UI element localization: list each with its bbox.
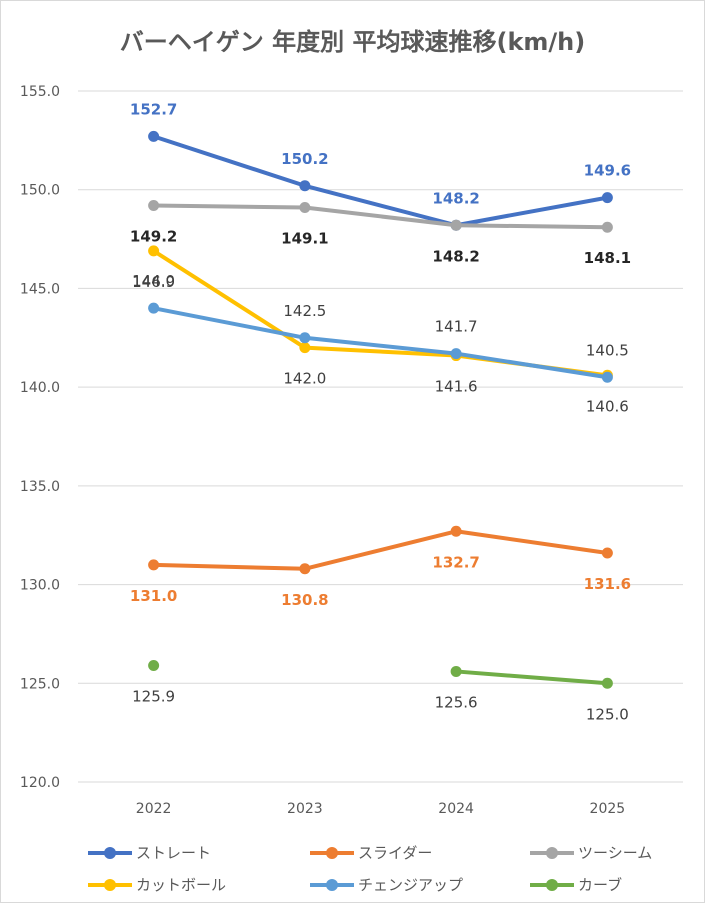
data-label: 146.9	[132, 273, 175, 291]
series-line	[302, 335, 459, 356]
data-point	[148, 245, 160, 257]
x-tick-label: 2022	[136, 801, 172, 817]
data-label: 144.0	[132, 272, 175, 290]
legend-label: カーブ	[578, 876, 623, 894]
data-point	[148, 200, 160, 212]
data-label: 125.6	[435, 693, 478, 711]
x-tick-label: 2025	[590, 801, 626, 817]
series-line	[302, 345, 459, 358]
chart-title: バーヘイゲン 年度別 平均球速推移(km/h)	[119, 28, 586, 56]
data-point	[299, 563, 311, 575]
data-label: 130.8	[281, 591, 328, 609]
series-line	[151, 306, 307, 340]
series-line	[454, 669, 610, 686]
data-label: 132.7	[432, 553, 479, 571]
legend-item: ツーシーム	[530, 842, 652, 863]
data-label: 140.5	[586, 341, 629, 359]
data-point	[148, 660, 160, 672]
data-point	[450, 525, 462, 537]
legend-swatch	[530, 846, 574, 860]
legend-swatch	[88, 878, 132, 892]
data-label: 149.2	[130, 228, 177, 246]
data-label: 141.6	[435, 378, 478, 396]
data-point	[601, 371, 613, 383]
series-line	[151, 134, 307, 188]
data-point	[299, 342, 311, 354]
data-label: 149.1	[281, 229, 328, 247]
y-tick-label: 135.0	[20, 479, 60, 495]
series-line	[454, 351, 610, 380]
data-label: 131.6	[584, 575, 631, 593]
legend-item: スライダー	[310, 842, 432, 863]
y-tick-label: 120.0	[20, 775, 60, 791]
y-tick-label: 130.0	[20, 578, 60, 594]
data-point	[450, 219, 462, 231]
data-label: 152.7	[130, 100, 177, 118]
data-point	[450, 348, 462, 360]
legend-marker	[546, 878, 558, 891]
data-label: 142.5	[283, 302, 326, 320]
series-line	[302, 183, 459, 228]
data-point	[148, 302, 160, 314]
series-line	[302, 529, 459, 571]
series-line	[302, 205, 459, 228]
legend-swatch	[310, 846, 354, 860]
series-line	[454, 223, 610, 230]
legend-swatch	[530, 878, 574, 892]
data-point	[601, 547, 613, 559]
y-tick-label: 155.0	[20, 84, 60, 100]
data-point	[601, 192, 613, 204]
legend-marker	[104, 878, 116, 891]
y-tick-label: 140.0	[20, 380, 60, 396]
series-line	[151, 562, 307, 571]
data-label: 141.7	[435, 318, 478, 336]
data-label: 148.2	[432, 189, 479, 207]
legend-label: チェンジアップ	[358, 876, 464, 894]
legend-marker	[326, 846, 338, 859]
legend-marker	[546, 846, 558, 859]
data-label: 142.0	[283, 370, 326, 388]
legend-item: カットボール	[88, 874, 226, 895]
data-point	[299, 201, 311, 213]
legend-swatch	[310, 878, 354, 892]
legend-marker	[104, 846, 116, 859]
x-tick-label: 2023	[287, 801, 323, 817]
data-point	[148, 130, 160, 142]
y-tick-label: 150.0	[20, 183, 60, 199]
data-label: 140.6	[586, 397, 629, 415]
data-point	[601, 221, 613, 233]
data-label: 131.0	[130, 587, 177, 605]
data-label: 125.0	[586, 705, 629, 723]
legend-label: ストレート	[136, 844, 212, 862]
data-label: 148.2	[432, 247, 479, 265]
legend-item: チェンジアップ	[310, 874, 463, 895]
legend-item: ストレート	[88, 842, 211, 863]
data-label: 149.6	[584, 162, 631, 180]
legend-marker	[326, 878, 338, 891]
legend-item: カーブ	[530, 874, 622, 895]
legend-swatch	[88, 846, 132, 860]
data-label: 150.2	[281, 150, 328, 168]
y-tick-label: 145.0	[20, 281, 60, 297]
data-label: 148.1	[584, 249, 631, 267]
y-tick-label: 125.0	[20, 676, 60, 692]
chart-legend: ストレート スライダー ツーシームカットボール チェンジアップ カーブ	[0, 838, 705, 902]
data-point	[601, 677, 613, 689]
legend-label: スライダー	[358, 844, 433, 862]
series-line	[151, 203, 307, 210]
data-point	[299, 180, 311, 192]
series-line	[454, 529, 610, 555]
x-tick-label: 2024	[438, 801, 474, 817]
series-line	[454, 195, 610, 228]
data-label: 125.9	[132, 688, 175, 706]
legend-label: ツーシーム	[578, 844, 653, 862]
data-point	[148, 559, 160, 571]
data-point	[450, 665, 462, 677]
data-point	[299, 332, 311, 344]
legend-label: カットボール	[136, 876, 227, 894]
